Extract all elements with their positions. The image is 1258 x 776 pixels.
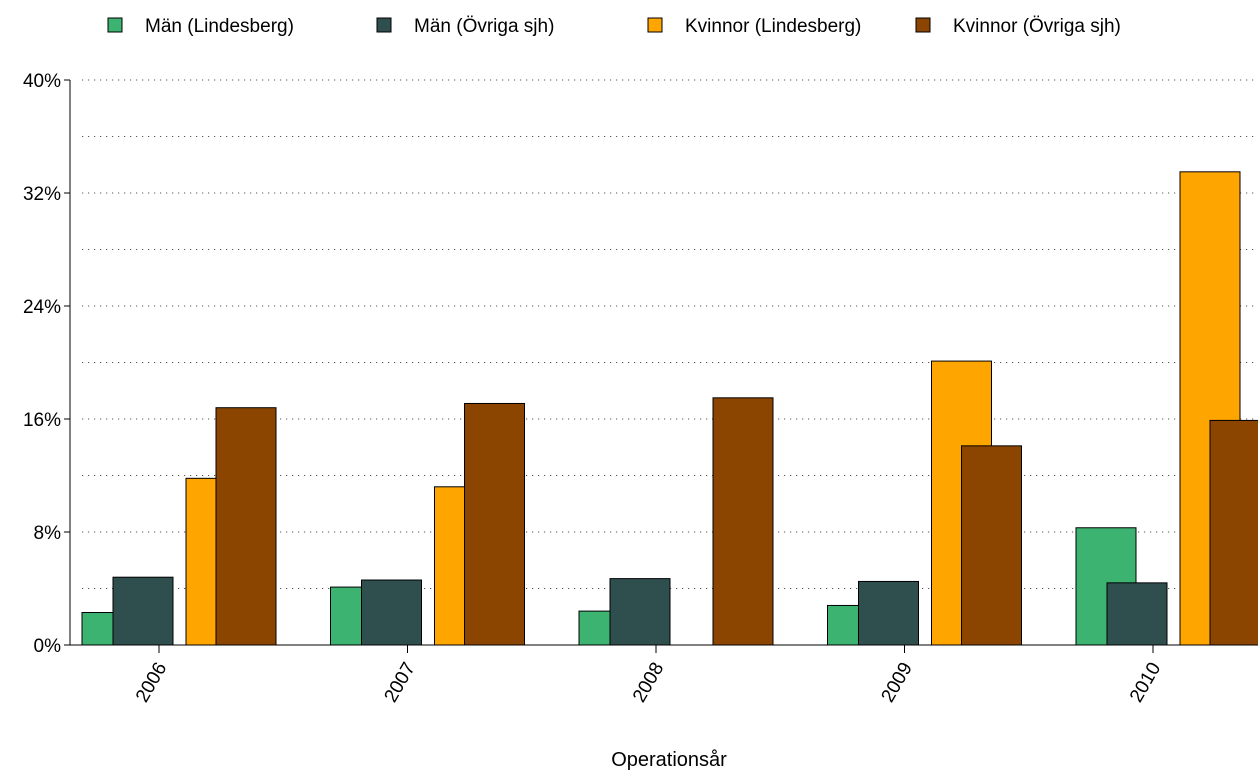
legend: Män (Lindesberg) Män (Övriga sjh) Kvinnor … [107,16,1121,37]
y-tick-label: 40% [23,71,61,92]
legend-item: Män (Lindesberg) [107,16,294,37]
x-tick-label: 2010 [1126,659,1165,706]
x-tick-label: 2009 [878,659,917,706]
bar [1209,419,1258,646]
y-tick-label: 24% [23,297,61,318]
bar [961,445,1022,646]
bar [609,578,671,646]
legend-swatch [647,17,663,33]
bar [112,576,174,646]
bar [464,402,525,646]
x-axis-title: Operationsår [611,749,727,771]
x-tick-label: 2008 [629,659,668,706]
legend-item: Män (Övriga sjh) [376,16,554,37]
legend-item: Kvinnor (Övriga sjh) [915,16,1121,37]
legend-label: Kvinnor (Lindesberg) [685,16,861,37]
bar [712,397,774,646]
y-tick-label: 16% [23,410,61,431]
legend-item: Kvinnor (Lindesberg) [647,16,861,37]
legend-label: Män (Lindesberg) [145,16,294,37]
bars [81,171,1258,646]
legend-label: Män (Övriga sjh) [414,16,554,37]
legend-swatch [107,17,123,33]
y-tick-label: 32% [23,184,61,205]
x-tick-label: 2006 [132,659,171,706]
legend-swatch [915,17,931,33]
y-tick-label: 0% [34,636,62,657]
bar [361,579,422,646]
bar [858,580,919,646]
legend-swatch [376,17,392,33]
bar [1106,582,1168,646]
legend-label: Kvinnor (Övriga sjh) [953,16,1121,37]
x-tick-label: 2007 [381,659,420,706]
bar [215,407,277,646]
y-tick-label: 8% [34,523,62,544]
